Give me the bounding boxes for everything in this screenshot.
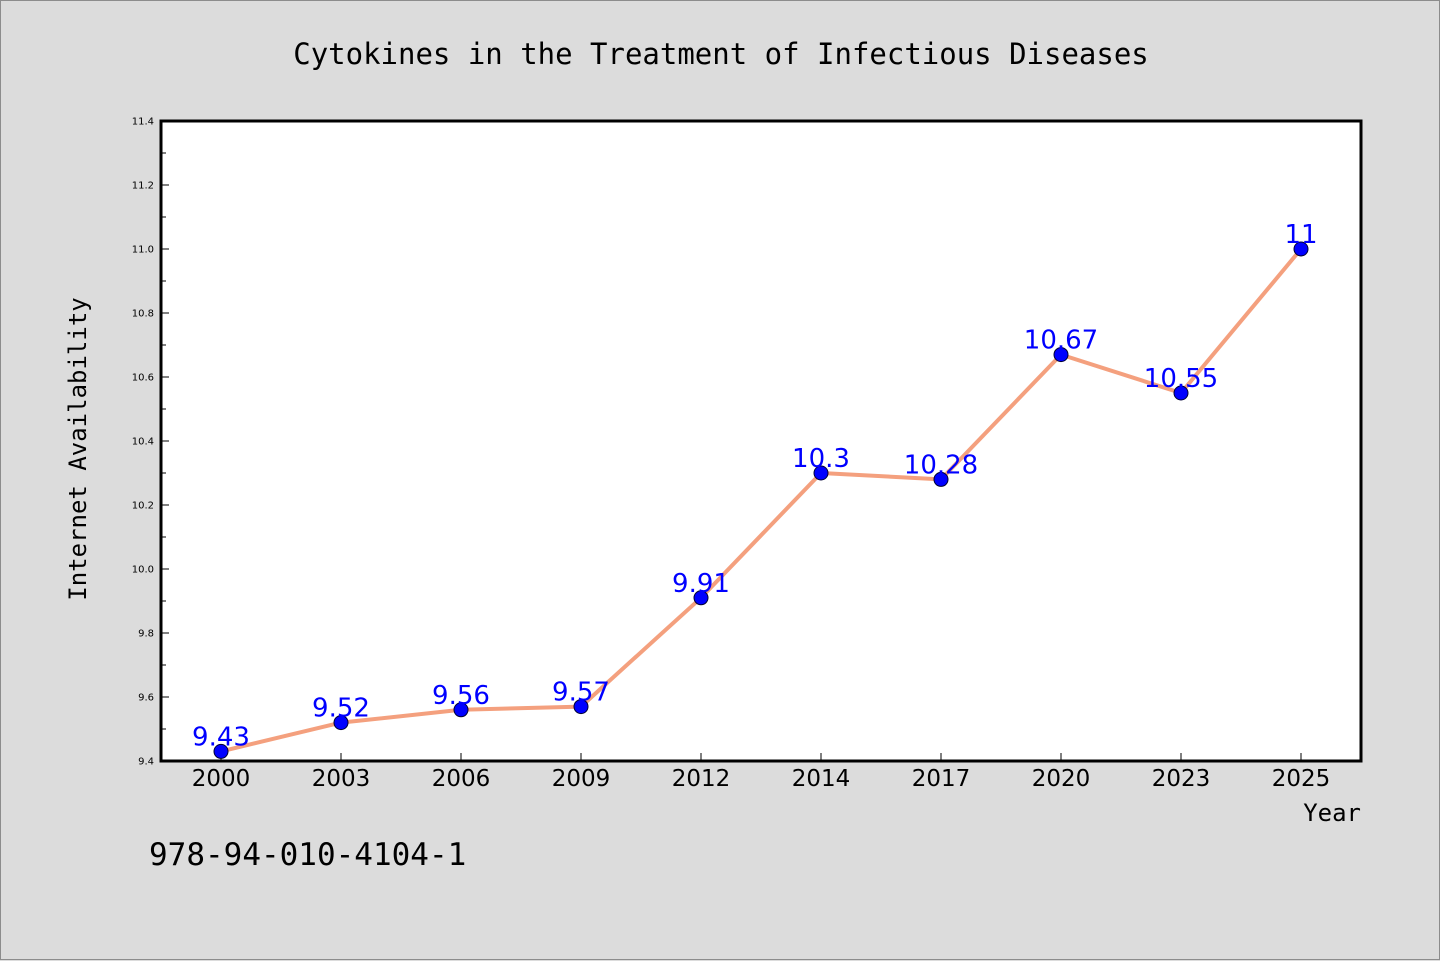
data-point xyxy=(693,590,709,606)
series-line xyxy=(219,247,1303,754)
data-label: 10.67 xyxy=(1024,326,1098,356)
y-tick-label: 9.6 xyxy=(138,693,154,704)
x-tick-label: 2017 xyxy=(912,766,971,792)
data-label: 10.3 xyxy=(792,444,850,474)
chart-title: Cytokines in the Treatment of Infectious… xyxy=(293,37,1149,71)
y-tick-label: 10.4 xyxy=(132,437,154,448)
x-tick-label: 2012 xyxy=(672,766,731,792)
plot-area xyxy=(161,121,1361,761)
x-tick-label: 2000 xyxy=(192,766,251,792)
data-label: 10.55 xyxy=(1144,364,1218,394)
y-tick-label: 9.4 xyxy=(138,757,154,768)
data-label: 10.28 xyxy=(904,450,978,480)
data-point xyxy=(573,699,589,715)
isbn-text: 978-94-010-4104-1 xyxy=(149,837,466,873)
data-label: 9.52 xyxy=(312,694,370,724)
x-tick-label: 2009 xyxy=(552,766,611,792)
x-tick-label: 2025 xyxy=(1272,766,1331,792)
y-axis-ticks: 9.4 9.6 9.8 10.0 10.2 10.4 10.6 10.8 11.0 11.2 11.… xyxy=(132,117,169,768)
data-point xyxy=(1293,241,1309,257)
data-label: 11 xyxy=(1284,220,1317,250)
data-label: 9.56 xyxy=(432,681,490,711)
x-tick-label: 2003 xyxy=(312,766,371,792)
y-tick-label: 11.4 xyxy=(132,117,154,128)
data-point xyxy=(213,743,229,759)
data-labels-group: 9.43 9.52 9.56 9.57 9.91 10.3 10.28 10.67 10.55 1… xyxy=(192,220,1317,752)
y-tick-label: 10.6 xyxy=(132,373,154,384)
x-axis-ticks: 2000 2003 2006 2009 2012 2014 2017 2020 2023 2025 xyxy=(192,753,1331,792)
y-tick-label: 9.8 xyxy=(138,629,154,640)
y-tick-label: 10.0 xyxy=(132,565,154,576)
series-group xyxy=(213,241,1309,759)
x-tick-label: 2020 xyxy=(1032,766,1091,792)
x-tick-label: 2006 xyxy=(432,766,491,792)
y-tick-label: 10.8 xyxy=(132,309,154,320)
y-tick-label: 11.0 xyxy=(132,245,154,256)
data-point xyxy=(453,702,469,718)
data-label: 9.43 xyxy=(192,722,250,752)
plot-border xyxy=(159,119,1363,763)
y-axis-label: Internet Availability xyxy=(64,297,92,600)
data-point xyxy=(933,471,949,487)
x-axis-label: Year xyxy=(1303,799,1361,827)
data-point xyxy=(333,715,349,731)
x-tick-label: 2014 xyxy=(792,766,851,792)
y-tick-label: 10.2 xyxy=(132,501,154,512)
data-point xyxy=(813,465,829,481)
data-point xyxy=(1053,347,1069,363)
data-point xyxy=(1173,385,1189,401)
x-tick-label: 2023 xyxy=(1152,766,1211,792)
data-label: 9.91 xyxy=(672,569,730,599)
data-label: 9.57 xyxy=(552,678,610,708)
y-tick-label: 11.2 xyxy=(132,181,154,192)
